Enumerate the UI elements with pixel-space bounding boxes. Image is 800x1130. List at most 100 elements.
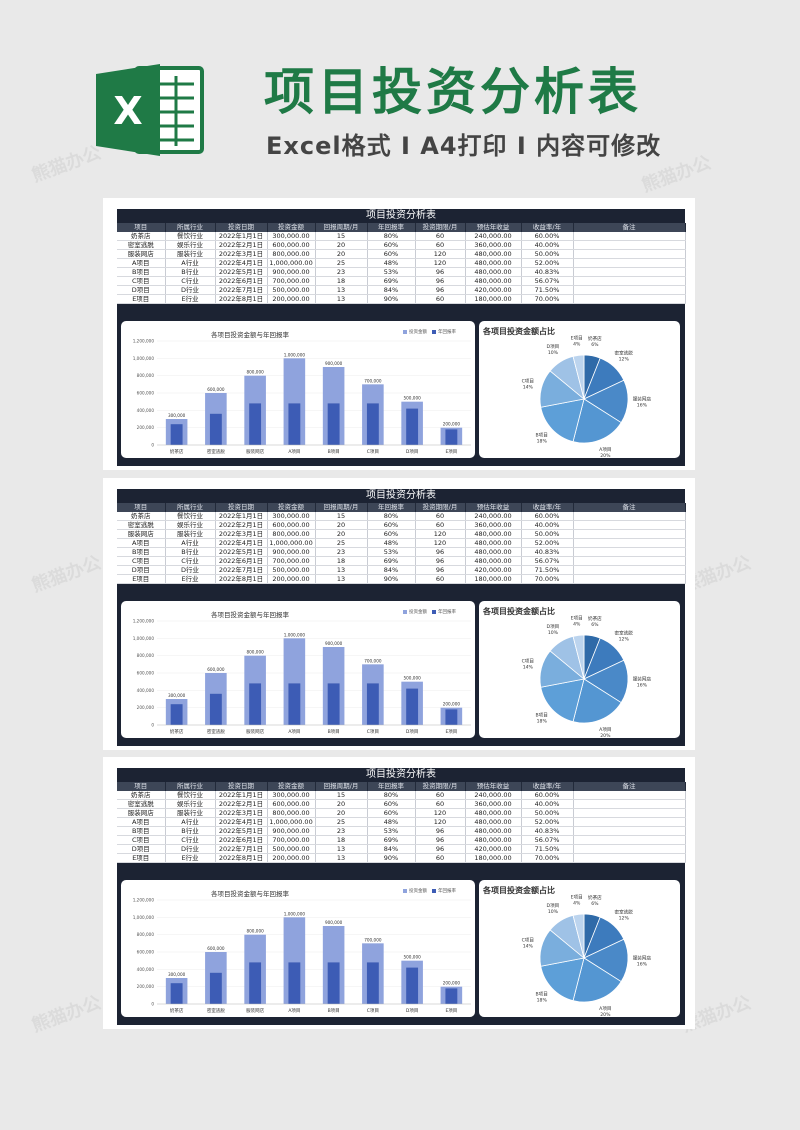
table-cell[interactable]: 500,000.00 [267, 285, 316, 295]
table-cell[interactable]: 96 [415, 276, 466, 286]
table-cell[interactable]: 900,000.00 [267, 267, 316, 277]
table-cell[interactable]: 480,000.00 [465, 835, 522, 845]
table-cell[interactable]: 25 [315, 538, 368, 548]
table-cell[interactable]: 480,000.00 [465, 529, 522, 539]
table-cell[interactable]: E项目 [117, 853, 166, 863]
table-cell[interactable]: 240,000.00 [465, 232, 522, 241]
table-cell[interactable] [573, 844, 686, 854]
table-cell[interactable]: 800,000.00 [267, 249, 316, 259]
table-cell[interactable]: 60 [415, 232, 466, 241]
pie-slice[interactable] [583, 659, 629, 704]
table-cell[interactable] [573, 565, 686, 575]
table-cell[interactable]: 2022年8月1日 [215, 574, 268, 584]
table-cell[interactable]: 1,000,000.00 [267, 258, 316, 268]
table-cell[interactable]: D项目 [117, 565, 166, 575]
table-cell[interactable]: 71.50% [521, 565, 574, 575]
table-cell[interactable]: 600,000.00 [267, 799, 316, 809]
table-cell[interactable]: E行业 [165, 853, 216, 863]
table-cell[interactable]: 900,000.00 [267, 547, 316, 557]
table-cell[interactable]: 120 [415, 258, 466, 268]
pie-slice[interactable] [540, 957, 585, 1002]
table-cell[interactable]: 360,000.00 [465, 799, 522, 809]
table-cell[interactable] [573, 240, 686, 250]
table-cell[interactable]: D行业 [165, 565, 216, 575]
bar-return[interactable] [288, 683, 301, 725]
table-cell[interactable]: 40.00% [521, 520, 574, 530]
table-cell[interactable]: 700,000.00 [267, 556, 316, 566]
pie-slice[interactable] [572, 913, 585, 959]
bar-return[interactable] [445, 988, 458, 1004]
table-cell[interactable]: 420,000.00 [465, 285, 522, 295]
table-cell[interactable]: 13 [315, 574, 368, 584]
bar-return[interactable] [209, 972, 222, 1004]
table-cell[interactable] [573, 512, 686, 521]
table-cell[interactable]: 2022年8月1日 [215, 853, 268, 863]
table-cell[interactable]: 420,000.00 [465, 565, 522, 575]
table-cell[interactable]: 奶茶店 [117, 512, 166, 521]
pie-slice[interactable] [540, 398, 585, 443]
table-cell[interactable]: 69% [367, 276, 416, 286]
table-cell[interactable]: 96 [415, 844, 466, 854]
table-cell[interactable]: C行业 [165, 276, 216, 286]
table-cell[interactable]: 13 [315, 853, 368, 863]
table-cell[interactable]: 96 [415, 267, 466, 277]
bar-return[interactable] [170, 704, 183, 725]
table-cell[interactable]: 600,000.00 [267, 240, 316, 250]
table-cell[interactable]: 96 [415, 826, 466, 836]
table-cell[interactable]: 200,000.00 [267, 294, 316, 304]
table-cell[interactable]: 96 [415, 285, 466, 295]
table-cell[interactable]: 40.83% [521, 547, 574, 557]
table-cell[interactable]: 18 [315, 835, 368, 845]
table-cell[interactable]: 40.00% [521, 240, 574, 250]
table-cell[interactable]: 60.00% [521, 232, 574, 241]
table-cell[interactable]: 2022年3月1日 [215, 249, 268, 259]
table-cell[interactable]: 奶茶店 [117, 232, 166, 241]
table-cell[interactable] [573, 835, 686, 845]
table-cell[interactable]: 2022年5月1日 [215, 547, 268, 557]
table-cell[interactable]: 密室逃脱 [117, 240, 166, 250]
pie-slice[interactable] [572, 957, 622, 1003]
table-cell[interactable]: 密室逃脱 [117, 799, 166, 809]
bar-return[interactable] [327, 962, 340, 1004]
table-cell[interactable]: 40.00% [521, 799, 574, 809]
table-cell[interactable]: 53% [367, 826, 416, 836]
table-cell[interactable] [573, 826, 686, 836]
bar-return[interactable] [406, 967, 419, 1004]
table-cell[interactable]: 密室逃脱 [117, 520, 166, 530]
table-cell[interactable]: 20 [315, 249, 368, 259]
table-cell[interactable]: 56.07% [521, 556, 574, 566]
table-cell[interactable]: 56.07% [521, 276, 574, 286]
table-cell[interactable]: 52.00% [521, 817, 574, 827]
table-cell[interactable]: 70.00% [521, 294, 574, 304]
table-cell[interactable]: 15 [315, 791, 368, 800]
table-cell[interactable]: 53% [367, 267, 416, 277]
table-cell[interactable]: 60 [415, 791, 466, 800]
table-cell[interactable] [573, 267, 686, 277]
table-cell[interactable]: 60 [415, 574, 466, 584]
table-cell[interactable]: 餐饮行业 [165, 791, 216, 800]
table-cell[interactable]: 娱乐行业 [165, 799, 216, 809]
table-cell[interactable]: 53% [367, 547, 416, 557]
table-cell[interactable]: 1,000,000.00 [267, 538, 316, 548]
table-cell[interactable] [573, 276, 686, 286]
table-cell[interactable]: 奶茶店 [117, 791, 166, 800]
pie-slice[interactable] [540, 678, 585, 723]
table-cell[interactable]: 84% [367, 565, 416, 575]
table-cell[interactable]: 20 [315, 799, 368, 809]
table-cell[interactable]: C项目 [117, 556, 166, 566]
table-cell[interactable]: 50.00% [521, 529, 574, 539]
table-cell[interactable]: 2022年4月1日 [215, 817, 268, 827]
table-cell[interactable]: 20 [315, 808, 368, 818]
table-cell[interactable]: 20 [315, 529, 368, 539]
table-cell[interactable]: 服装网店 [117, 529, 166, 539]
table-cell[interactable]: 96 [415, 565, 466, 575]
table-cell[interactable]: A项目 [117, 538, 166, 548]
table-cell[interactable]: 48% [367, 258, 416, 268]
table-cell[interactable]: 20 [315, 240, 368, 250]
bar-return[interactable] [170, 424, 183, 445]
pie-slice[interactable] [583, 379, 629, 424]
bar-return[interactable] [288, 962, 301, 1004]
table-cell[interactable]: 90% [367, 574, 416, 584]
table-cell[interactable]: A行业 [165, 258, 216, 268]
table-cell[interactable]: 40.83% [521, 267, 574, 277]
